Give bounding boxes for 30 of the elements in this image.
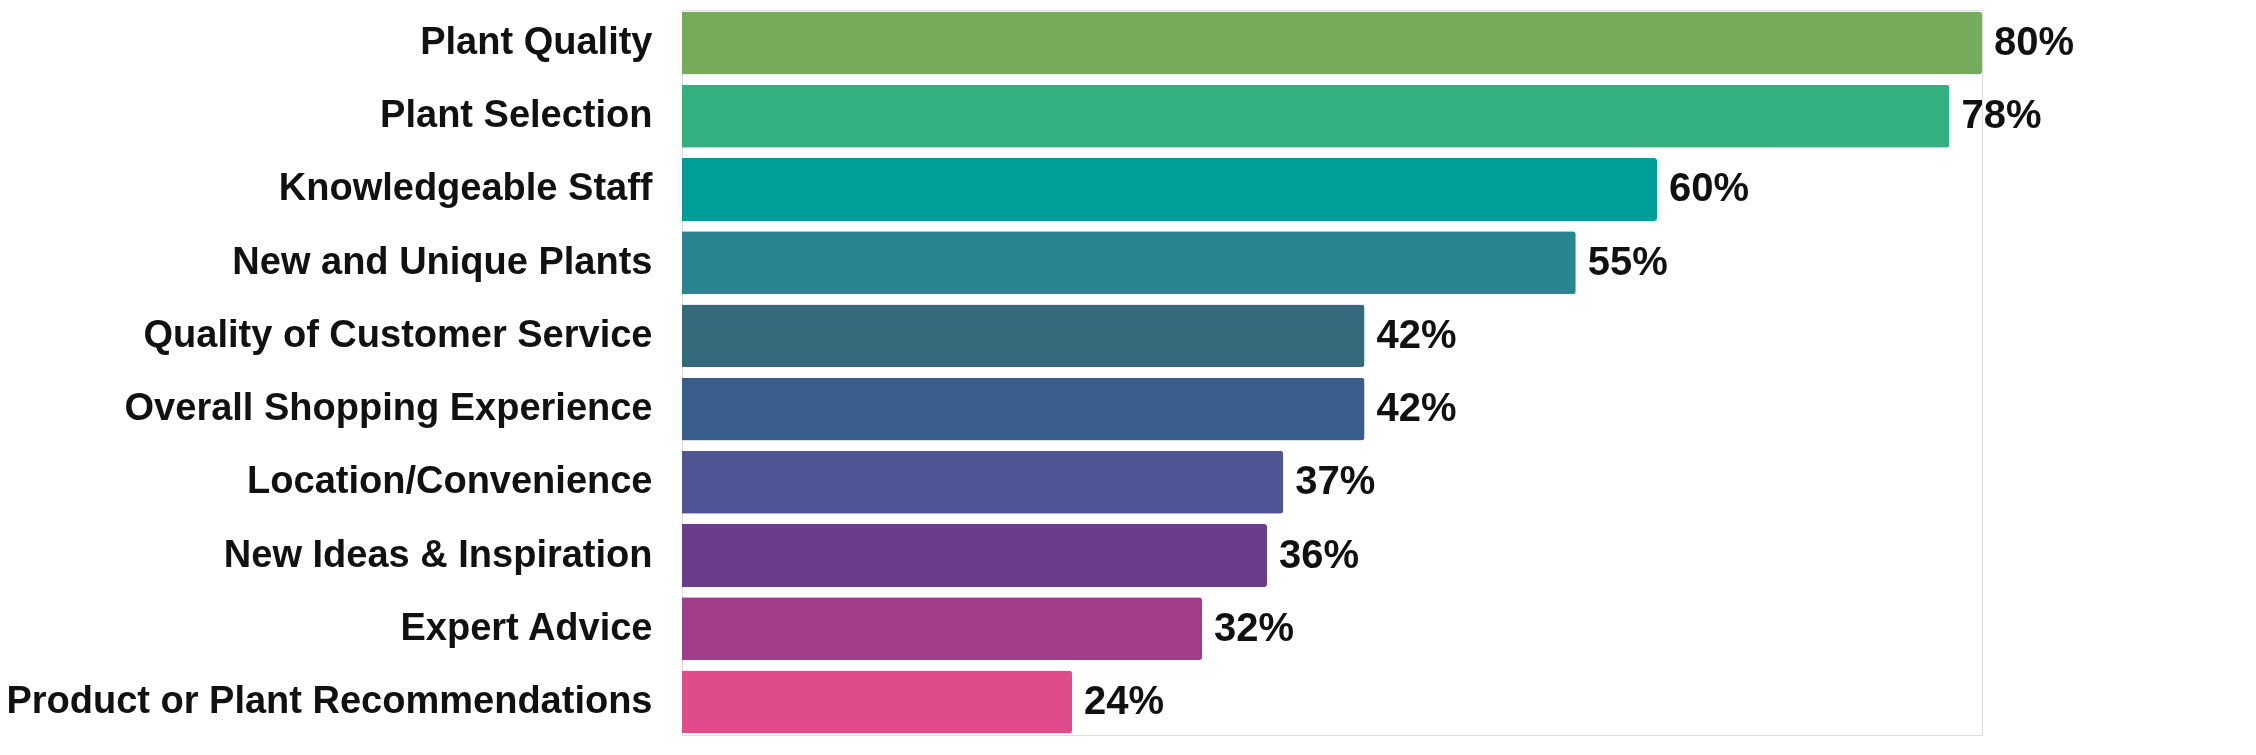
bar	[682, 670, 1072, 734]
data-label: 32%	[1214, 604, 1295, 649]
bar	[682, 377, 1365, 441]
y-tick-label: New and Unique Plants	[232, 239, 653, 282]
data-label: 42%	[1376, 311, 1457, 356]
y-tick-label: Location/Convenience	[247, 459, 653, 502]
y-tick-label: Product or Plant Recommendations	[6, 679, 653, 722]
bar	[682, 450, 1284, 514]
data-label: 37%	[1295, 458, 1376, 503]
bar	[682, 11, 1982, 75]
bar	[682, 231, 1576, 295]
data-label: 60%	[1669, 165, 1750, 210]
data-label: 24%	[1084, 678, 1165, 723]
y-tick-label: Plant Quality	[420, 19, 653, 62]
data-label: 55%	[1587, 238, 1668, 283]
data-label: 80%	[1994, 18, 2075, 63]
y-tick-label: Overall Shopping Experience	[124, 386, 653, 429]
bar	[682, 524, 1267, 588]
bar	[682, 304, 1365, 368]
data-label: 78%	[1961, 92, 2042, 137]
y-tick-label: Quality of Customer Service	[143, 312, 653, 355]
y-tick-label: Knowledgeable Staff	[278, 166, 653, 209]
bar	[682, 84, 1950, 148]
data-label: 36%	[1279, 531, 1360, 576]
y-tick-label: New Ideas & Inspiration	[223, 532, 653, 575]
data-label: 42%	[1376, 385, 1457, 430]
bar	[682, 157, 1657, 221]
y-tick-label: Expert Advice	[400, 605, 653, 648]
y-tick-label: Plant Selection	[380, 93, 653, 136]
bar	[682, 597, 1202, 661]
